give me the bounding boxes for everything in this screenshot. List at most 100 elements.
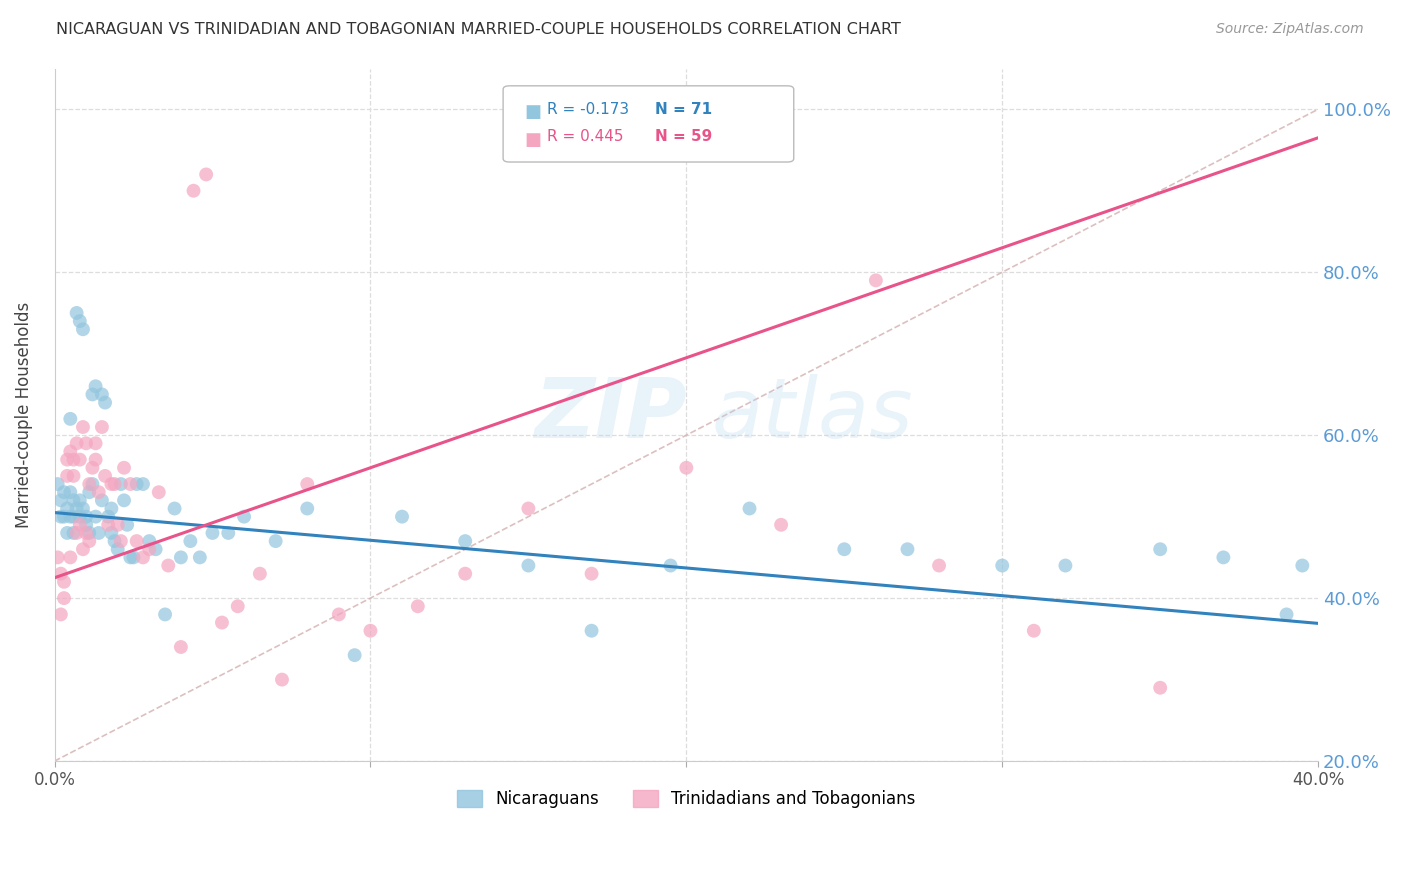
Point [75,509,97,524]
Point [49,607,72,622]
Point [249,566,271,581]
Point [148,485,170,500]
Point [517,501,540,516]
Point [66,436,89,450]
Point [53,574,76,589]
Text: NICARAGUAN VS TRINIDADIAN AND TOBAGONIAN MARRIED-COUPLE HOUSEHOLDS CORRELATION C: NICARAGUAN VS TRINIDADIAN AND TOBAGONIAN… [56,22,901,37]
Point [87,525,110,540]
Point [157,558,180,573]
Text: N = 71: N = 71 [655,102,711,117]
Point [145,542,167,557]
Point [201,525,224,540]
Point [62,525,84,540]
Text: Source: ZipAtlas.com: Source: ZipAtlas.com [1216,22,1364,37]
Point [132,550,155,565]
Point [69,517,91,532]
Point [90,387,112,401]
Text: N = 59: N = 59 [655,129,711,145]
Point [56,501,79,516]
Point [77,485,100,500]
Point [179,534,201,549]
Point [72,542,94,557]
Point [1212,550,1234,565]
Point [66,501,89,516]
Point [297,477,319,491]
Point [103,534,125,549]
Point [343,648,366,662]
Point [46,477,69,491]
Point [217,525,239,540]
Point [53,591,76,606]
Point [84,436,107,450]
Point [865,273,887,287]
Point [103,477,125,491]
Point [87,485,110,500]
Point [120,550,142,565]
Text: R = 0.445: R = 0.445 [547,129,624,145]
Point [928,558,950,573]
Y-axis label: Married-couple Households: Married-couple Households [15,301,32,528]
Point [517,558,540,573]
Point [82,460,104,475]
Point [69,509,91,524]
Point [112,493,135,508]
Point [112,460,135,475]
Legend: Nicaraguans, Trinidadians and Tobagonians: Nicaraguans, Trinidadians and Tobagonian… [450,783,922,815]
Point [271,673,294,687]
Point [675,460,697,475]
Point [107,517,129,532]
Point [991,558,1014,573]
Point [100,501,122,516]
Point [233,509,256,524]
Point [53,509,76,524]
Point [62,509,84,524]
Point [56,525,79,540]
Point [132,477,155,491]
Point [581,624,603,638]
Point [297,501,319,516]
Point [391,509,413,524]
Point [100,477,122,491]
Point [1149,681,1171,695]
Point [49,509,72,524]
Point [59,444,82,458]
Point [454,534,477,549]
Point [832,542,855,557]
Point [46,550,69,565]
Point [1291,558,1313,573]
Point [328,607,350,622]
Point [84,509,107,524]
Point [138,542,160,557]
Point [69,452,91,467]
Point [56,469,79,483]
Point [1054,558,1077,573]
Point [56,452,79,467]
Point [72,322,94,336]
Point [77,525,100,540]
Point [75,517,97,532]
Point [94,395,117,409]
Point [84,379,107,393]
Point [581,566,603,581]
Point [226,599,249,614]
Point [195,168,218,182]
Point [659,558,682,573]
Point [59,412,82,426]
Point [90,420,112,434]
Point [170,550,193,565]
Point [896,542,918,557]
Point [188,550,211,565]
Point [153,607,176,622]
Point [97,517,120,532]
Point [66,306,89,320]
Point [770,517,793,532]
Text: ZIP: ZIP [534,375,686,455]
Point [84,452,107,467]
Text: R = -0.173: R = -0.173 [547,102,630,117]
Point [183,184,205,198]
Point [72,501,94,516]
Point [77,477,100,491]
Point [264,534,287,549]
Point [120,477,142,491]
Point [72,420,94,434]
